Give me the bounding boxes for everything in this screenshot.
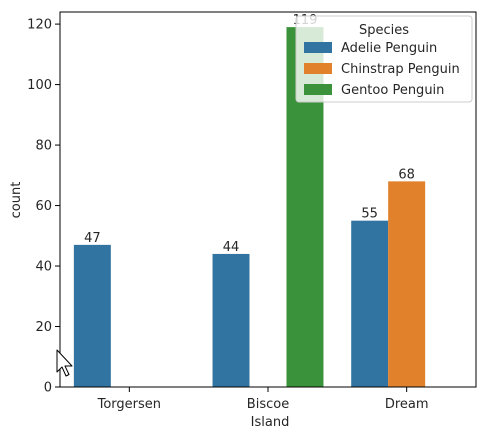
legend: Species Adelie Penguin Chinstrap Penguin G…: [295, 15, 473, 103]
x-axis-title: Island: [251, 415, 290, 430]
legend-items: Adelie Penguin Chinstrap Penguin Gentoo Pe…: [304, 41, 460, 98]
y-tick-label: 20: [35, 320, 52, 335]
legend-swatch: [304, 63, 332, 74]
bar-data-label: 47: [84, 231, 101, 246]
y-tick-label: 40: [35, 260, 52, 275]
bar: [73, 244, 111, 387]
bar: [388, 181, 426, 387]
legend-swatch: [304, 84, 332, 95]
x-axis: Torgersen Biscoe Dream: [97, 387, 429, 412]
y-tick-label: 120: [27, 18, 52, 33]
mouse-pointer-icon: [56, 349, 73, 377]
legend-swatch: [304, 42, 332, 53]
y-axis-title: count: [9, 182, 24, 219]
y-tick-label: 100: [27, 78, 52, 93]
legend-entry-label: Chinstrap Penguin: [341, 62, 460, 77]
legend-entry-label: Adelie Penguin: [341, 41, 437, 56]
legend-title: Species: [359, 23, 409, 38]
x-tick-label: Biscoe: [247, 397, 289, 412]
y-tick-label: 0: [44, 381, 52, 396]
bar: [351, 220, 389, 387]
legend-box: [295, 15, 473, 103]
bar-data-label: 44: [223, 240, 240, 255]
bar-data-label: 55: [361, 207, 378, 222]
y-tick-label: 80: [35, 139, 52, 154]
bar: [212, 253, 250, 387]
x-tick-label: Torgersen: [97, 397, 161, 412]
legend-entry-label: Gentoo Penguin: [341, 83, 444, 98]
x-tick-label: Dream: [385, 397, 429, 412]
y-axis: 0 20 40 60 80 100 120: [27, 18, 60, 396]
bar-data-label: 68: [398, 167, 415, 182]
y-tick-label: 60: [35, 199, 52, 214]
